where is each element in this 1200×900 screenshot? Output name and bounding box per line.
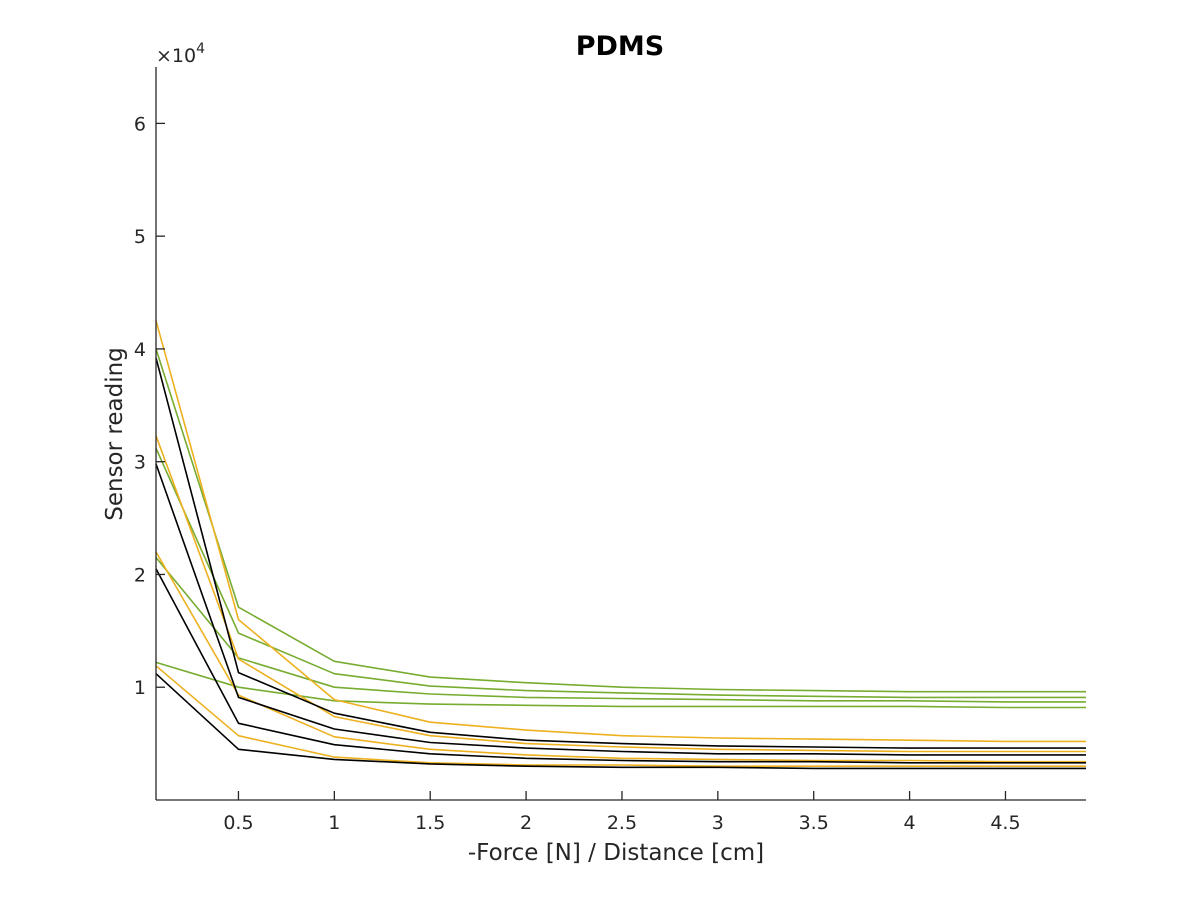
- y-tick-label: 6: [134, 113, 146, 135]
- x-tick-label: 1.5: [415, 812, 445, 834]
- series-line-7: [155, 551, 1086, 763]
- y-tick-label: 4: [134, 339, 146, 361]
- x-axis-title: -Force [N] / Distance [cm]: [468, 840, 764, 866]
- series-line-1: [155, 348, 1086, 693]
- series-line-6: [155, 435, 1086, 753]
- y-ticks: 1 2 3 4 5 6: [134, 113, 165, 699]
- y-axis-title: Sensor reading: [102, 347, 128, 521]
- y-multiplier: ×104: [156, 41, 205, 67]
- series-line-2: [155, 447, 1086, 699]
- y-tick-label: 2: [134, 564, 146, 586]
- x-tick-label: 1: [328, 812, 340, 834]
- chart-title: PDMS: [576, 31, 665, 62]
- series-line-3: [155, 556, 1086, 703]
- series-layer: [155, 320, 1086, 770]
- x-tick-label: 2: [520, 812, 532, 834]
- x-tick-label: 0.5: [223, 812, 253, 834]
- series-line-11: [155, 568, 1086, 764]
- x-tick-label: 4.5: [990, 812, 1020, 834]
- svg-text:×104: ×104: [156, 41, 205, 67]
- y-multiplier-exponent: 4: [196, 41, 205, 57]
- series-line-5: [155, 320, 1086, 743]
- series-line-8: [155, 665, 1086, 768]
- y-tick-label: 5: [134, 226, 146, 248]
- x-tick-label: 2.5: [607, 812, 637, 834]
- y-multiplier-base: ×10: [156, 45, 196, 67]
- x-tick-label: 3.5: [799, 812, 829, 834]
- series-line-12: [155, 673, 1086, 770]
- x-tick-label: 4: [904, 812, 916, 834]
- series-line-9: [155, 357, 1086, 749]
- y-tick-label: 1: [134, 677, 146, 699]
- x-ticks: 0.5 1 1.5 2 2.5 3 3.5 4 4.5: [223, 791, 1021, 834]
- series-line-10: [155, 463, 1086, 756]
- y-tick-label: 3: [134, 452, 146, 474]
- x-tick-label: 3: [712, 812, 724, 834]
- series-line-4: [155, 661, 1086, 709]
